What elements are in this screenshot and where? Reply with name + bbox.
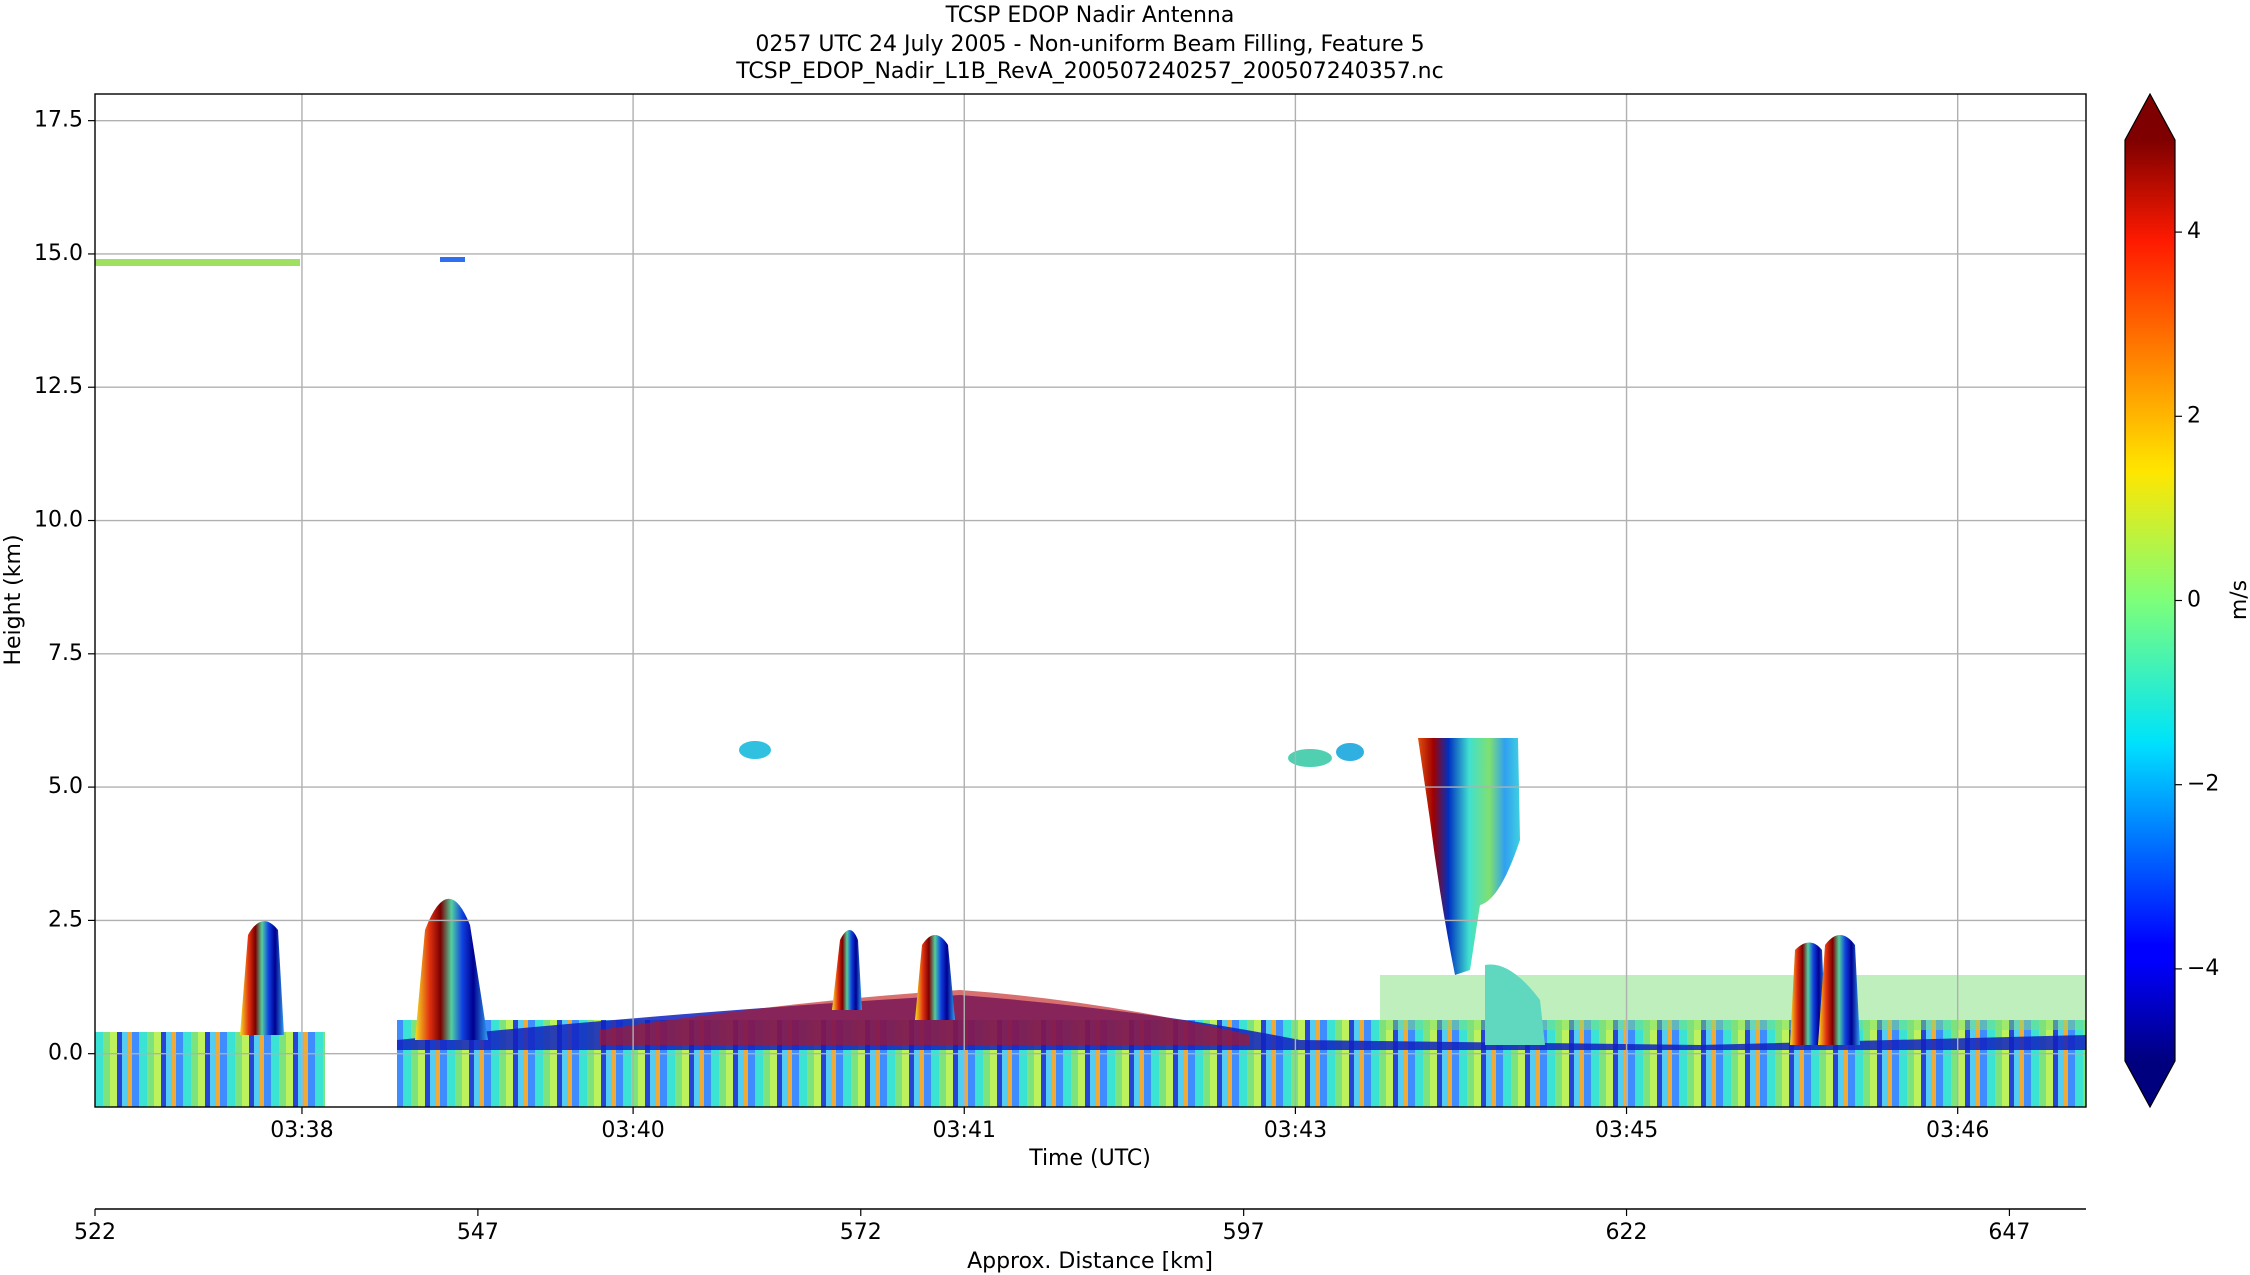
distance-tick-label: 597 bbox=[1223, 1220, 1265, 1245]
y-tick-label: 10.0 bbox=[34, 508, 83, 533]
colorbar-tick-label: −4 bbox=[2187, 956, 2219, 981]
distance-tick-label: 647 bbox=[1988, 1220, 2030, 1245]
y-tick-label: 17.5 bbox=[34, 108, 83, 133]
distance-tick-label: 622 bbox=[1606, 1220, 1648, 1245]
y-tick-label: 12.5 bbox=[34, 374, 83, 399]
chart-subtitle: 0257 UTC 24 July 2005 - Non-uniform Beam… bbox=[755, 32, 1424, 57]
colorbar-tick-label: 0 bbox=[2187, 588, 2201, 613]
grid bbox=[95, 94, 2086, 1107]
distance-tick-label: 547 bbox=[457, 1220, 499, 1245]
colorbar-tick-label: 4 bbox=[2187, 219, 2201, 244]
radar-field bbox=[95, 257, 2086, 1107]
x-tick-label: 03:41 bbox=[933, 1118, 996, 1143]
x-tick-label: 03:46 bbox=[1926, 1118, 1989, 1143]
colorbar bbox=[2125, 140, 2175, 1061]
x-tick-label: 03:38 bbox=[270, 1118, 333, 1143]
colorbar-frame bbox=[2124, 92, 2176, 1109]
x-tick-label: 03:45 bbox=[1595, 1118, 1658, 1143]
x-axis-label: Time (UTC) bbox=[1028, 1146, 1151, 1171]
colorbar-tick-label: −2 bbox=[2187, 772, 2219, 797]
colorbar-extend-low bbox=[2125, 1061, 2175, 1107]
y-tick-label: 7.5 bbox=[48, 641, 83, 666]
x-tick-label: 03:40 bbox=[601, 1118, 664, 1143]
y-tick-label: 2.5 bbox=[48, 907, 83, 932]
plot-frame bbox=[94, 93, 2087, 1108]
y-axis-label: Height (km) bbox=[1, 534, 26, 665]
y-tick-label: 0.0 bbox=[48, 1041, 83, 1066]
distance-axis-label: Approx. Distance [km] bbox=[967, 1249, 1213, 1274]
y-tick-label: 5.0 bbox=[48, 774, 83, 799]
source-file: TCSP_EDOP_Nadir_L1B_RevA_200507240257_20… bbox=[735, 59, 1443, 84]
colorbar-extend-high bbox=[2125, 94, 2175, 140]
distance-tick-label: 522 bbox=[74, 1220, 116, 1245]
y-tick-label: 15.0 bbox=[34, 241, 83, 266]
colorbar-label: m/s bbox=[2227, 580, 2250, 620]
x-tick-label: 03:43 bbox=[1264, 1118, 1327, 1143]
distance-tick-label: 572 bbox=[840, 1220, 882, 1245]
chart-title: TCSP EDOP Nadir Antenna bbox=[945, 3, 1235, 28]
colorbar-tick-label: 2 bbox=[2187, 403, 2201, 428]
